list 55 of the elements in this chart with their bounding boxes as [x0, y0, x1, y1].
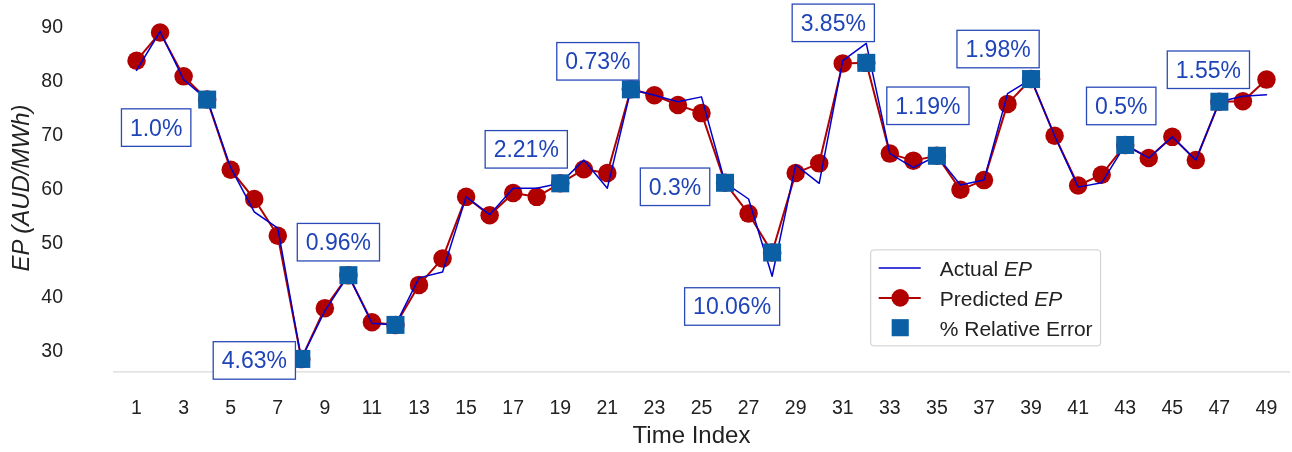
x-tick-label: 23 — [643, 396, 666, 418]
point — [127, 51, 146, 70]
annotation: 0.5% — [1095, 92, 1148, 119]
x-tick-label: 13 — [408, 396, 430, 418]
annotation: 10.06% — [693, 293, 772, 320]
point — [244, 189, 264, 209]
x-tick-label: 1 — [131, 396, 142, 418]
x-tick-label: 49 — [1255, 396, 1278, 418]
x-tick-label: 15 — [455, 396, 478, 418]
x-tick-label: 3 — [178, 396, 190, 418]
legend-label: % Relative Error — [939, 316, 1093, 340]
x-tick-label: 39 — [1020, 396, 1042, 418]
x-tick-label: 7 — [272, 396, 284, 418]
x-tick-label: 37 — [973, 396, 995, 418]
x-tick-label: 41 — [1067, 396, 1089, 418]
x-tick-label: 19 — [549, 396, 572, 418]
x-tick-label: 25 — [690, 396, 713, 418]
annotation: 2.21% — [493, 136, 559, 163]
x-tick-label: 27 — [737, 396, 760, 418]
y-tick-label: 40 — [41, 285, 64, 308]
point — [668, 95, 688, 115]
y-tick-label: 60 — [41, 177, 64, 200]
annotation: 3.85% — [800, 9, 866, 36]
x-tick-label: 31 — [831, 396, 854, 418]
x-tick-label: 29 — [784, 396, 807, 418]
y-tick-label: 80 — [41, 69, 64, 92]
y-axis-title: EP (AUD/MWh) — [6, 104, 34, 272]
x-tick-label: 33 — [878, 396, 901, 418]
legend-label: Actual EP — [939, 256, 1032, 280]
annotation: 0.73% — [565, 48, 631, 75]
point — [951, 180, 970, 200]
annotation: 0.3% — [648, 173, 702, 200]
x-tick-label: 43 — [1114, 396, 1137, 418]
y-tick-label: 90 — [41, 15, 64, 38]
annotation: 1.98% — [965, 36, 1031, 63]
annotation: 0.96% — [305, 229, 372, 256]
point — [527, 187, 546, 207]
x-tick-label: 47 — [1208, 396, 1231, 418]
x-tick-label: 21 — [596, 396, 619, 418]
x-tick-label: 5 — [225, 396, 237, 418]
point — [1257, 70, 1276, 89]
annotation: 1.0% — [129, 114, 183, 141]
x-axis-title: Time Index — [632, 420, 751, 448]
y-tick-label: 30 — [41, 339, 64, 362]
x-tick-label: 9 — [319, 396, 331, 418]
y-tick-label: 70 — [41, 123, 64, 146]
x-tick-label: 17 — [502, 396, 525, 418]
x-tick-label: 11 — [361, 396, 383, 418]
y-tick-label: 50 — [41, 231, 64, 254]
annotation: 1.19% — [895, 92, 961, 119]
x-tick-label: 45 — [1161, 396, 1184, 418]
annotation: 4.63% — [221, 347, 287, 374]
legend-label: Predicted EP — [939, 286, 1063, 310]
annotation: 1.55% — [1175, 56, 1241, 83]
x-tick-label: 35 — [926, 396, 948, 418]
